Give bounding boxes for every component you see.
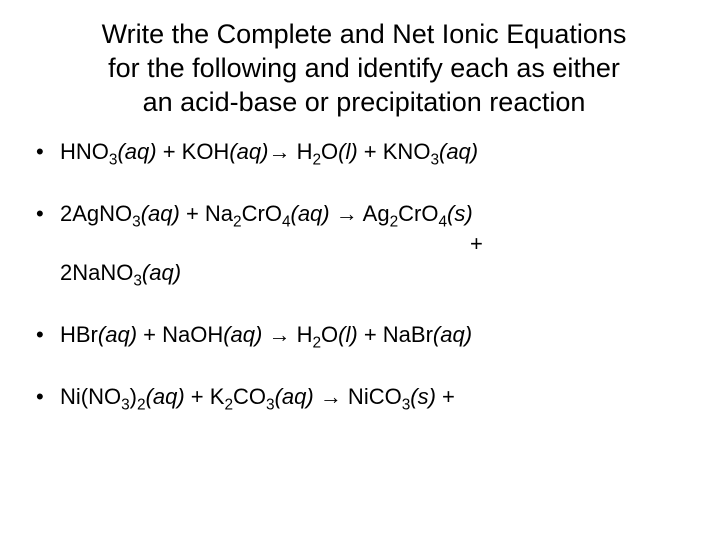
- eq-sub: 2: [137, 396, 146, 413]
- eq-text: CrO: [398, 201, 438, 226]
- arrow-icon: →: [268, 322, 290, 347]
- eq-state: (aq): [229, 139, 268, 164]
- eq-text: Ag: [358, 201, 390, 226]
- eq-text: 2AgNO: [60, 201, 132, 226]
- eq-state: (aq): [142, 260, 181, 285]
- eq-plus-wrap: +: [60, 229, 700, 259]
- eq-text: + Na: [180, 201, 233, 226]
- arrow-icon: →: [320, 384, 342, 409]
- eq-sub: 3: [402, 396, 411, 413]
- equation-item-3: HBr(aq) + NaOH(aq) → H2O(l) + NaBr(aq): [34, 320, 700, 350]
- eq-state: (aq): [146, 384, 185, 409]
- eq-sub: 3: [133, 273, 142, 290]
- eq-sub: 4: [438, 213, 447, 230]
- eq-text: ): [130, 384, 137, 409]
- eq-text: HNO: [60, 139, 109, 164]
- eq-sub: 2: [312, 334, 321, 351]
- eq-text: + KNO: [358, 139, 431, 164]
- eq-text: + KOH: [157, 139, 230, 164]
- eq-text: 2NaNO: [60, 260, 133, 285]
- eq-state: (l): [338, 139, 358, 164]
- equation-item-4: Ni(NO3)2(aq) + K2CO3(aq) → NiCO3(s) +: [34, 382, 700, 412]
- arrow-icon: →: [268, 139, 290, 164]
- eq-text: + NaBr: [358, 322, 433, 347]
- eq-sub: 2: [312, 152, 321, 169]
- slide-title: Write the Complete and Net Ionic Equatio…: [28, 18, 700, 119]
- eq-state: (aq): [141, 201, 180, 226]
- eq-text: H: [290, 139, 312, 164]
- eq-state: (s): [447, 201, 473, 226]
- eq-text: NiCO: [342, 384, 402, 409]
- eq-sub: 2: [224, 396, 233, 413]
- eq-text: CrO: [242, 201, 282, 226]
- eq-state: (aq): [291, 201, 330, 226]
- eq-sub: 4: [282, 213, 291, 230]
- eq-state: (l): [338, 322, 358, 347]
- eq-continuation: 2NaNO3(aq): [60, 258, 700, 288]
- eq-state: (s): [410, 384, 436, 409]
- equation-list: HNO3(aq) + KOH(aq)→ H2O(l) + KNO3(aq) 2A…: [28, 137, 700, 411]
- eq-text: HBr: [60, 322, 98, 347]
- eq-sub: 3: [132, 213, 141, 230]
- eq-state: (aq): [98, 322, 137, 347]
- eq-sub: 2: [390, 213, 399, 230]
- eq-state: (aq): [223, 322, 262, 347]
- arrow-icon: →: [336, 201, 358, 226]
- eq-state: (aq): [117, 139, 156, 164]
- eq-text: CO: [233, 384, 266, 409]
- eq-state: (aq): [275, 384, 314, 409]
- equation-item-2: 2AgNO3(aq) + Na2CrO4(aq) → Ag2CrO4(s) + …: [34, 199, 700, 288]
- equation-item-1: HNO3(aq) + KOH(aq)→ H2O(l) + KNO3(aq): [34, 137, 700, 167]
- eq-sub: 2: [233, 213, 242, 230]
- title-line-2: for the following and identify each as e…: [108, 53, 620, 83]
- eq-text: + K: [185, 384, 225, 409]
- eq-text: O: [321, 322, 338, 347]
- eq-text: H: [290, 322, 312, 347]
- eq-sub: 3: [266, 396, 275, 413]
- eq-text: O: [321, 139, 338, 164]
- eq-state: (aq): [433, 322, 472, 347]
- eq-text: + NaOH: [137, 322, 223, 347]
- title-line-1: Write the Complete and Net Ionic Equatio…: [102, 19, 627, 49]
- eq-text: +: [436, 384, 455, 409]
- title-line-3: an acid-base or precipitation reaction: [143, 87, 586, 117]
- eq-state: (aq): [439, 139, 478, 164]
- eq-sub: 3: [430, 152, 439, 169]
- eq-text: Ni(NO: [60, 384, 121, 409]
- eq-sub: 3: [121, 396, 130, 413]
